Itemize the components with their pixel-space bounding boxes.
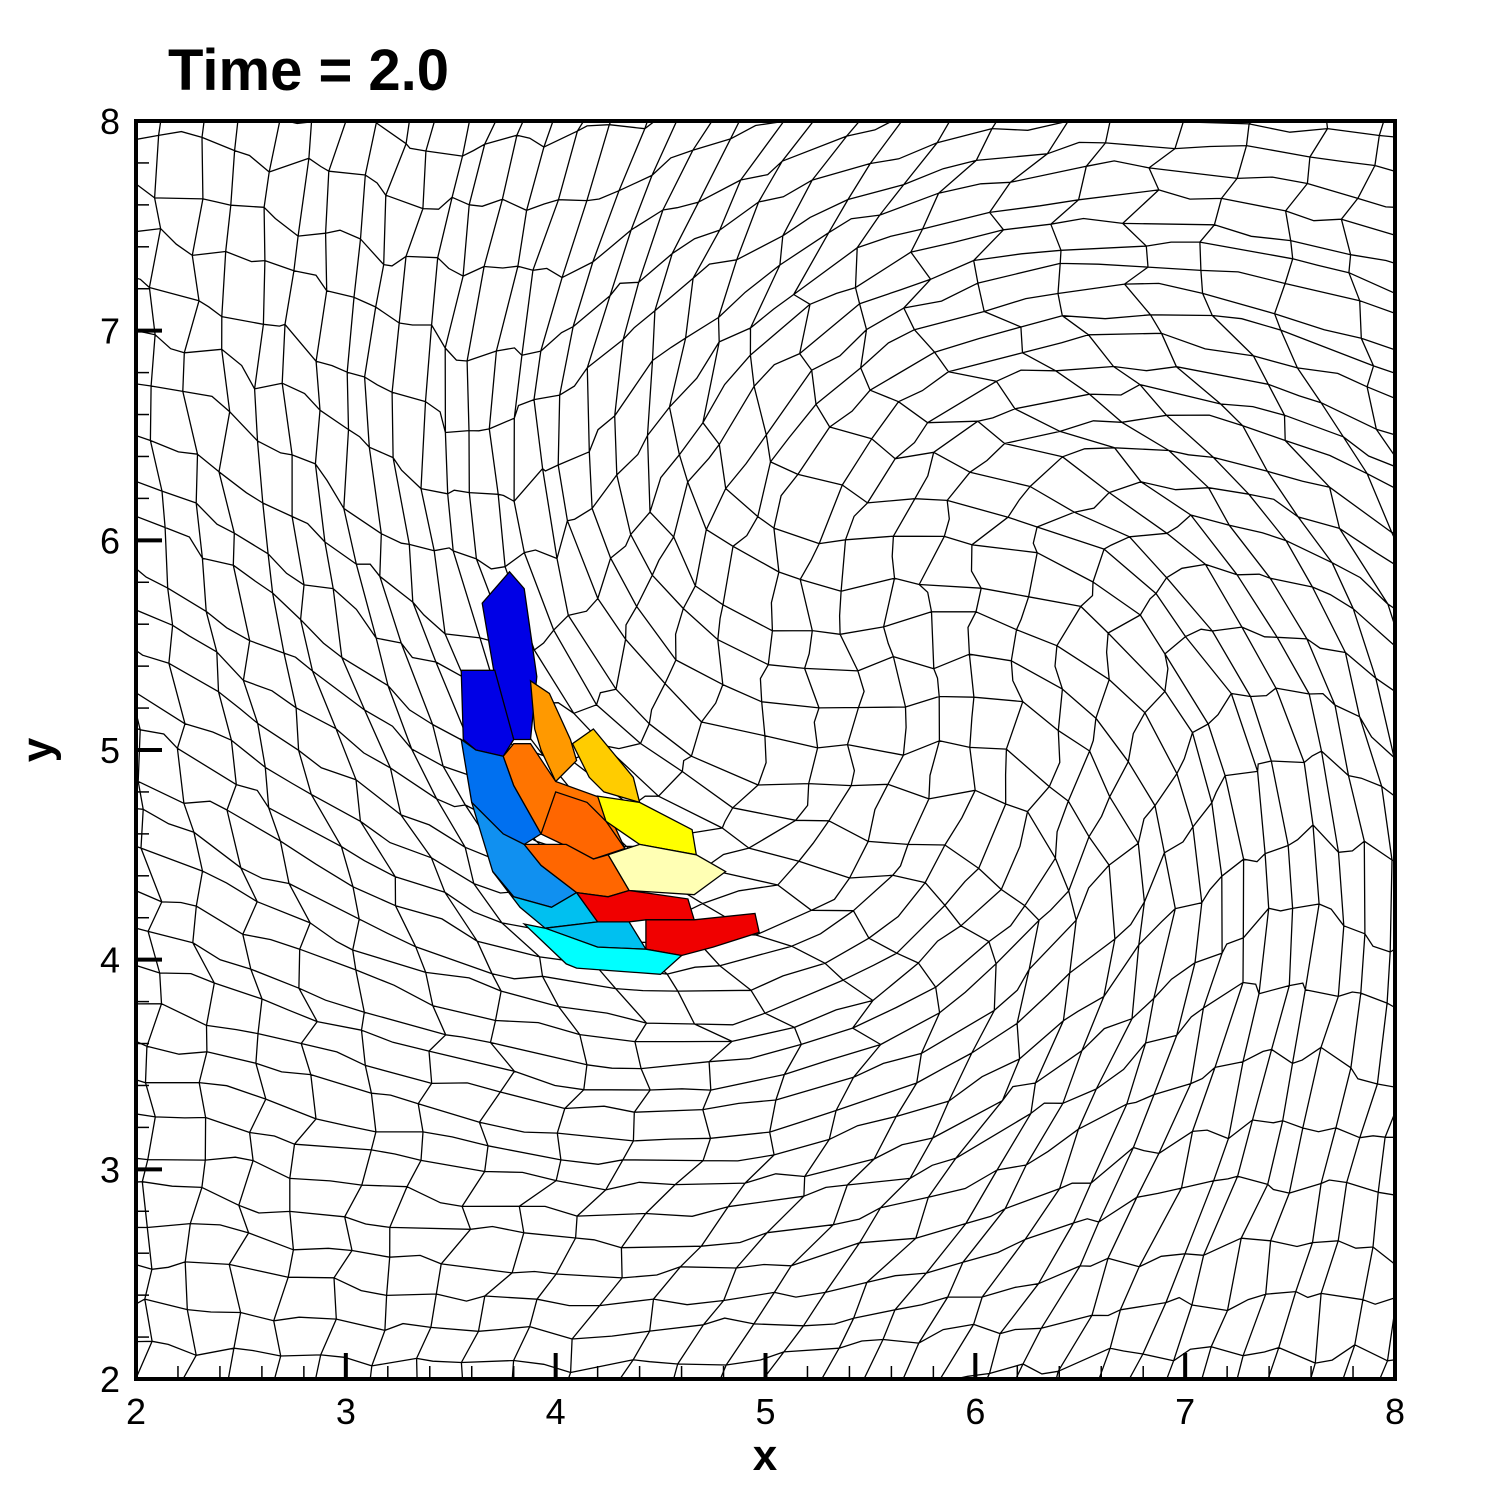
x-tick-label: 7 bbox=[1175, 1391, 1195, 1432]
chart-title: Time = 2.0 bbox=[168, 38, 449, 103]
y-tick-label: 6 bbox=[100, 520, 120, 561]
x-tick-label: 5 bbox=[755, 1391, 775, 1432]
colored-cell-15 bbox=[522, 922, 684, 975]
x-tick-label: 3 bbox=[336, 1391, 356, 1432]
y-tick-label: 8 bbox=[100, 101, 120, 142]
x-tick-labels: 2 3 4 5 6 7 8 bbox=[126, 1391, 1405, 1432]
mesh-edges bbox=[136, 121, 1395, 1379]
y-tick-label: 7 bbox=[100, 311, 120, 352]
y-tick-label: 5 bbox=[100, 730, 120, 771]
x-tick-label: 4 bbox=[546, 1391, 566, 1432]
mesh-layer bbox=[136, 121, 1395, 1379]
colored-cell-2 bbox=[529, 679, 578, 783]
y-axis-label: y bbox=[13, 737, 62, 762]
colored-cell-14 bbox=[645, 912, 760, 957]
x-tick-label: 6 bbox=[965, 1391, 985, 1432]
y-tick-labels: 2 3 4 5 6 7 8 bbox=[100, 101, 120, 1400]
x-axis-label: x bbox=[753, 1431, 778, 1480]
colored-cells bbox=[460, 570, 760, 975]
plot-frame bbox=[134, 119, 1397, 1381]
major-ticks bbox=[136, 328, 1188, 1379]
x-tick-label: 2 bbox=[126, 1391, 146, 1432]
y-tick-label: 3 bbox=[100, 1149, 120, 1190]
x-tick-label: 8 bbox=[1385, 1391, 1405, 1432]
minor-ticks bbox=[136, 162, 1354, 1379]
y-tick-label: 2 bbox=[100, 1359, 120, 1400]
y-tick-label: 4 bbox=[100, 940, 120, 981]
